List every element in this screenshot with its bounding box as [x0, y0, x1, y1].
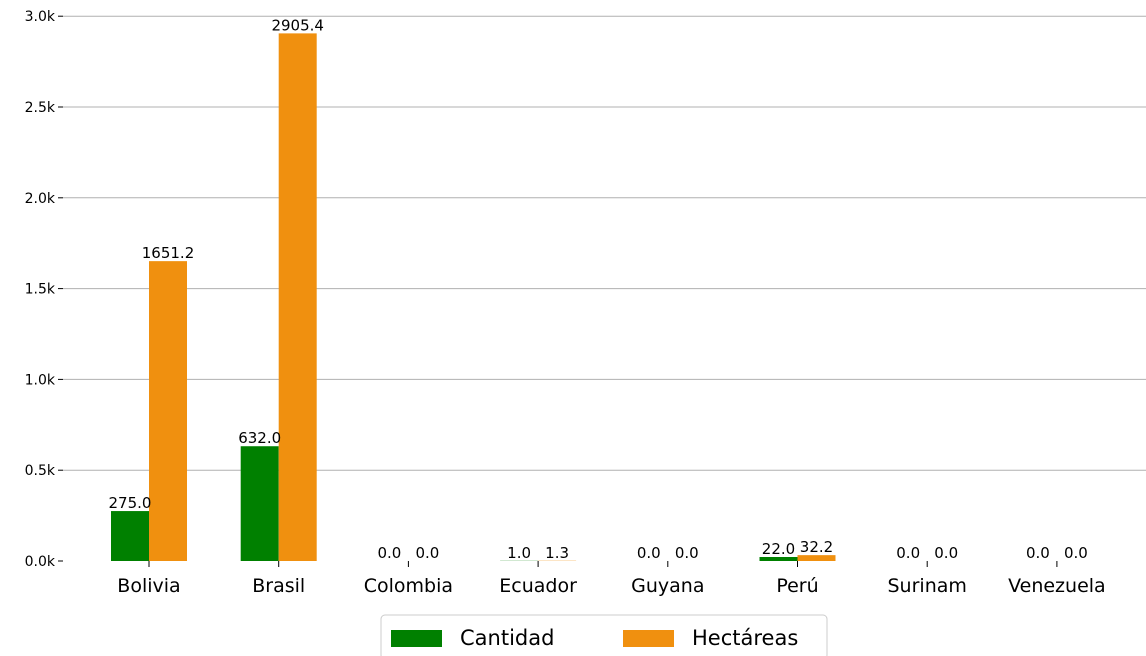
- y-axis: 0.0k 0.5k 1.0k 1.5k 2.0k 2.5k 3.0k: [25, 9, 63, 570]
- data-label: 632.0: [238, 429, 281, 447]
- data-label: 1.3: [545, 544, 569, 562]
- y-tick-label: 3.0k: [25, 9, 56, 25]
- x-tick-label: Bolivia: [117, 575, 180, 597]
- data-label: 275.0: [109, 494, 152, 512]
- bar-hectreas: [278, 33, 317, 562]
- y-tick-label: 0.5k: [25, 463, 56, 479]
- data-label: 32.2: [800, 538, 833, 556]
- data-label: 0.0: [934, 544, 958, 562]
- y-tick-label: 1.0k: [25, 372, 56, 388]
- x-tick-label: Colombia: [364, 575, 453, 597]
- data-label: 1651.2: [142, 244, 195, 262]
- bar-cantidad: [240, 446, 279, 561]
- data-label: 0.0: [415, 544, 439, 562]
- x-tick-label: Perú: [776, 575, 818, 597]
- data-labels: 275.0 1651.2 632.0 2905.4 0.0 0.0 1.0 1.3 0.0 0.0…: [109, 16, 1088, 562]
- x-axis: Bolivia Brasil Colombia Ecuador Guyana Perú Su…: [117, 561, 1106, 597]
- x-tick-label: Surinam: [888, 575, 967, 597]
- legend-swatch: [391, 630, 442, 647]
- bar-cantidad: [759, 557, 798, 561]
- y-tick-label: 2.0k: [25, 191, 56, 207]
- data-label: 2905.4: [271, 16, 324, 34]
- bar-hectreas: [797, 555, 836, 561]
- x-tick-label: Ecuador: [499, 575, 577, 597]
- legend-label: Cantidad: [460, 626, 554, 650]
- legend-label: Hectáreas: [692, 626, 798, 650]
- bars: [111, 33, 836, 562]
- data-label: 0.0: [675, 544, 699, 562]
- legend-swatch: [623, 630, 674, 647]
- legend-frame: [380, 614, 828, 656]
- bar-hectreas: [149, 261, 187, 561]
- y-tick-label: 1.5k: [25, 282, 56, 298]
- data-label: 0.0: [896, 544, 920, 562]
- x-tick-label: Guyana: [631, 575, 704, 597]
- data-label: 0.0: [637, 544, 661, 562]
- bar-cantidad: [111, 511, 149, 561]
- data-label: 0.0: [377, 544, 401, 562]
- legend: Cantidad Hectáreas: [380, 614, 828, 656]
- x-tick-label: Venezuela: [1008, 575, 1106, 597]
- grid-lines: [63, 15, 1146, 471]
- data-label: 22.0: [762, 540, 795, 558]
- x-tick-label: Brasil: [252, 575, 305, 597]
- data-label: 0.0: [1026, 544, 1050, 562]
- y-tick-label: 0.0k: [25, 554, 56, 570]
- data-label: 0.0: [1064, 544, 1088, 562]
- y-tick-label: 2.5k: [25, 100, 56, 116]
- data-label: 1.0: [507, 544, 531, 562]
